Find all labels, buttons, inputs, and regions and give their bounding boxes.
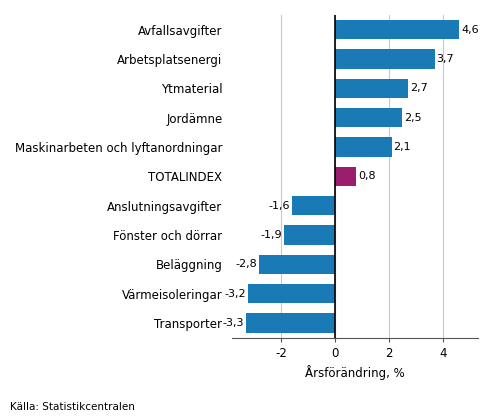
Text: 2,5: 2,5 [404, 113, 422, 123]
Bar [335, 50, 435, 69]
Text: 2,7: 2,7 [410, 83, 427, 93]
Text: -1,9: -1,9 [260, 230, 282, 240]
Text: 2,1: 2,1 [393, 142, 411, 152]
Text: 3,7: 3,7 [437, 54, 455, 64]
Text: 4,6: 4,6 [461, 25, 479, 35]
Bar [248, 284, 335, 303]
Bar [259, 255, 335, 274]
Bar [335, 108, 402, 127]
Bar [335, 79, 408, 98]
Bar [335, 167, 356, 186]
Bar [246, 313, 335, 332]
Bar [283, 225, 335, 245]
Text: 0,8: 0,8 [358, 171, 376, 181]
Text: -1,6: -1,6 [268, 201, 290, 210]
Bar [292, 196, 335, 215]
Text: Källa: Statistikcentralen: Källa: Statistikcentralen [10, 402, 135, 412]
Bar [335, 20, 459, 39]
X-axis label: Årsförändring, %: Årsförändring, % [305, 365, 405, 380]
Bar [335, 137, 391, 156]
Text: -3,2: -3,2 [225, 289, 246, 299]
Text: -3,3: -3,3 [222, 318, 244, 328]
Text: -2,8: -2,8 [236, 259, 257, 269]
